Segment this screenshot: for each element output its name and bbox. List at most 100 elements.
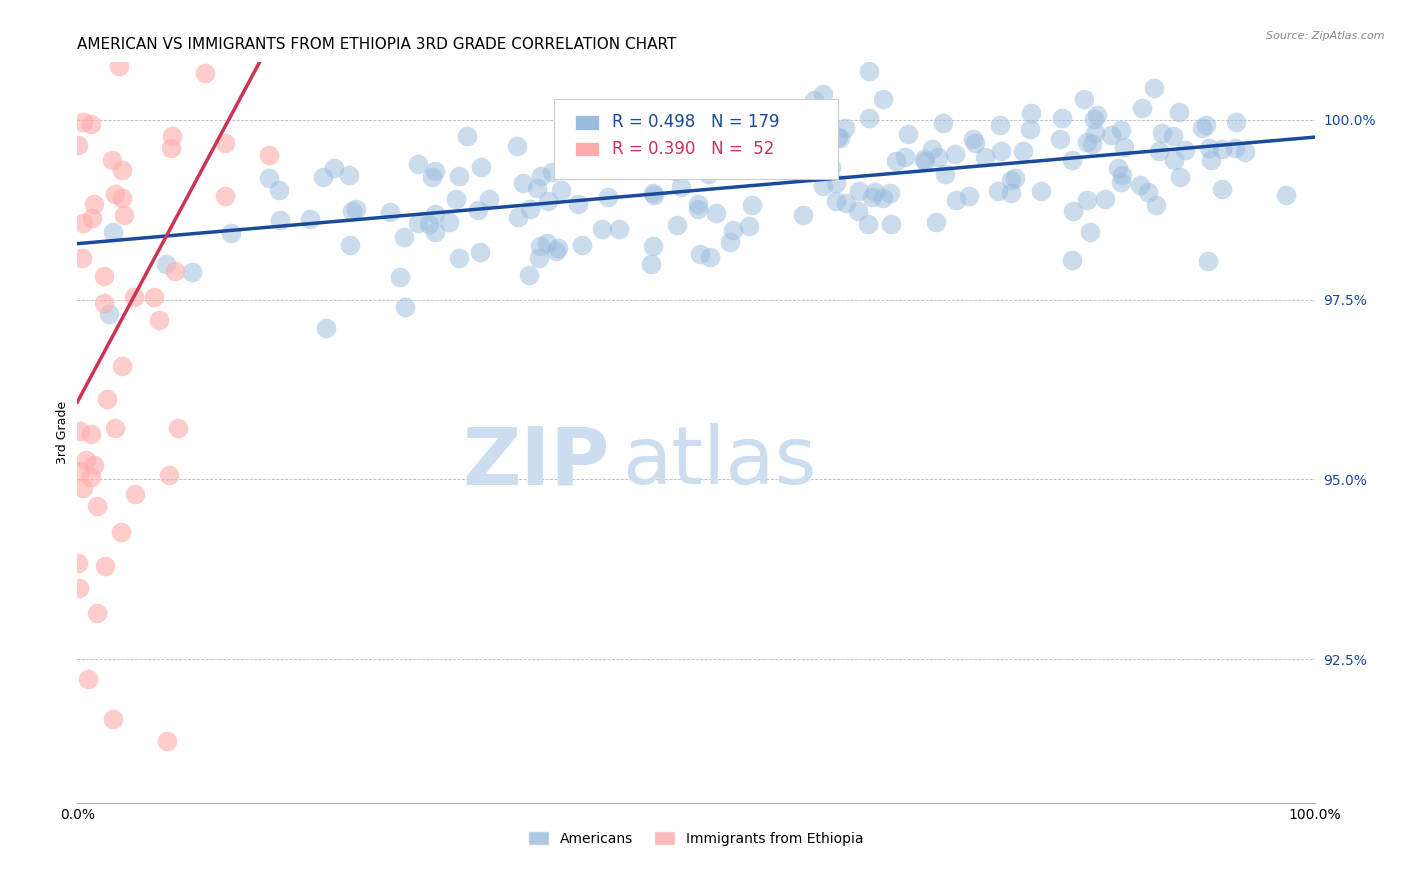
Point [104, 186, 127, 201]
Point [669, 180, 692, 194]
Point [1201, 153, 1223, 168]
Point [157, 467, 180, 482]
Point [529, 239, 551, 253]
Point [111, 191, 134, 205]
Point [447, 251, 470, 265]
Point [86, 606, 108, 620]
Point [825, 176, 848, 190]
Point [688, 196, 710, 211]
Y-axis label: 3rd Grade: 3rd Grade [56, 401, 69, 464]
Point [439, 215, 461, 229]
Point [536, 235, 558, 250]
Point [94, 558, 117, 573]
Point [96, 392, 118, 406]
Point [879, 186, 901, 200]
Point [97, 307, 120, 321]
Point [526, 181, 548, 195]
Point [80, 118, 103, 132]
Point [110, 524, 132, 539]
Point [825, 194, 848, 209]
Point [160, 129, 183, 144]
Point [506, 138, 529, 153]
Point [72, 481, 94, 495]
FancyBboxPatch shape [554, 99, 838, 179]
Point [544, 244, 567, 258]
Point [79, 426, 101, 441]
Point [1062, 203, 1084, 218]
Point [418, 217, 440, 231]
Point [945, 193, 967, 207]
Point [1150, 126, 1173, 140]
Point [872, 191, 894, 205]
Point [156, 734, 179, 748]
Point [1019, 121, 1042, 136]
Point [269, 213, 291, 227]
Point [718, 235, 741, 249]
Point [886, 153, 908, 168]
Point [541, 165, 564, 179]
Point [1050, 112, 1073, 126]
Point [312, 170, 335, 185]
Point [1083, 112, 1105, 126]
Point [269, 183, 291, 197]
Point [1143, 81, 1166, 95]
Point [298, 211, 321, 226]
Point [1130, 101, 1153, 115]
Point [478, 192, 501, 206]
Point [662, 150, 685, 164]
Point [803, 93, 825, 107]
Point [519, 202, 541, 216]
Point [322, 161, 344, 176]
Point [166, 421, 188, 435]
Point [1019, 106, 1042, 120]
Point [835, 195, 858, 210]
Point [1163, 153, 1185, 167]
Point [142, 290, 165, 304]
Point [550, 183, 572, 197]
Point [1174, 144, 1197, 158]
Point [93, 295, 115, 310]
Point [423, 164, 446, 178]
Point [591, 222, 613, 236]
Point [72, 216, 94, 230]
Point [943, 147, 966, 161]
Point [1000, 186, 1022, 201]
Point [863, 185, 886, 199]
Point [988, 118, 1011, 132]
Point [602, 161, 624, 175]
Point [605, 159, 627, 173]
Point [530, 169, 553, 183]
Text: AMERICAN VS IMMIGRANTS FROM ETHIOPIA 3RD GRADE CORRELATION CHART: AMERICAN VS IMMIGRANTS FROM ETHIOPIA 3RD… [77, 37, 676, 52]
Point [93, 268, 115, 283]
Point [69, 464, 91, 478]
Point [1060, 153, 1083, 167]
Point [467, 202, 489, 217]
Point [1275, 187, 1298, 202]
Point [1144, 198, 1167, 212]
Point [537, 194, 560, 208]
Point [1198, 141, 1220, 155]
Point [337, 169, 360, 183]
Point [423, 207, 446, 221]
Point [775, 136, 797, 151]
Point [1049, 132, 1071, 146]
Point [862, 190, 884, 204]
Point [259, 148, 281, 162]
Point [1211, 182, 1233, 196]
Point [468, 244, 491, 259]
Point [817, 156, 839, 170]
Point [529, 251, 551, 265]
Point [394, 230, 416, 244]
Point [148, 313, 170, 327]
Point [856, 217, 879, 231]
Point [748, 133, 770, 147]
Point [406, 216, 429, 230]
Point [641, 239, 664, 253]
Point [787, 157, 810, 171]
Point [820, 160, 842, 174]
Point [689, 247, 711, 261]
Point [124, 487, 146, 501]
Point [75, 453, 97, 467]
Point [1004, 171, 1026, 186]
Point [506, 211, 529, 225]
